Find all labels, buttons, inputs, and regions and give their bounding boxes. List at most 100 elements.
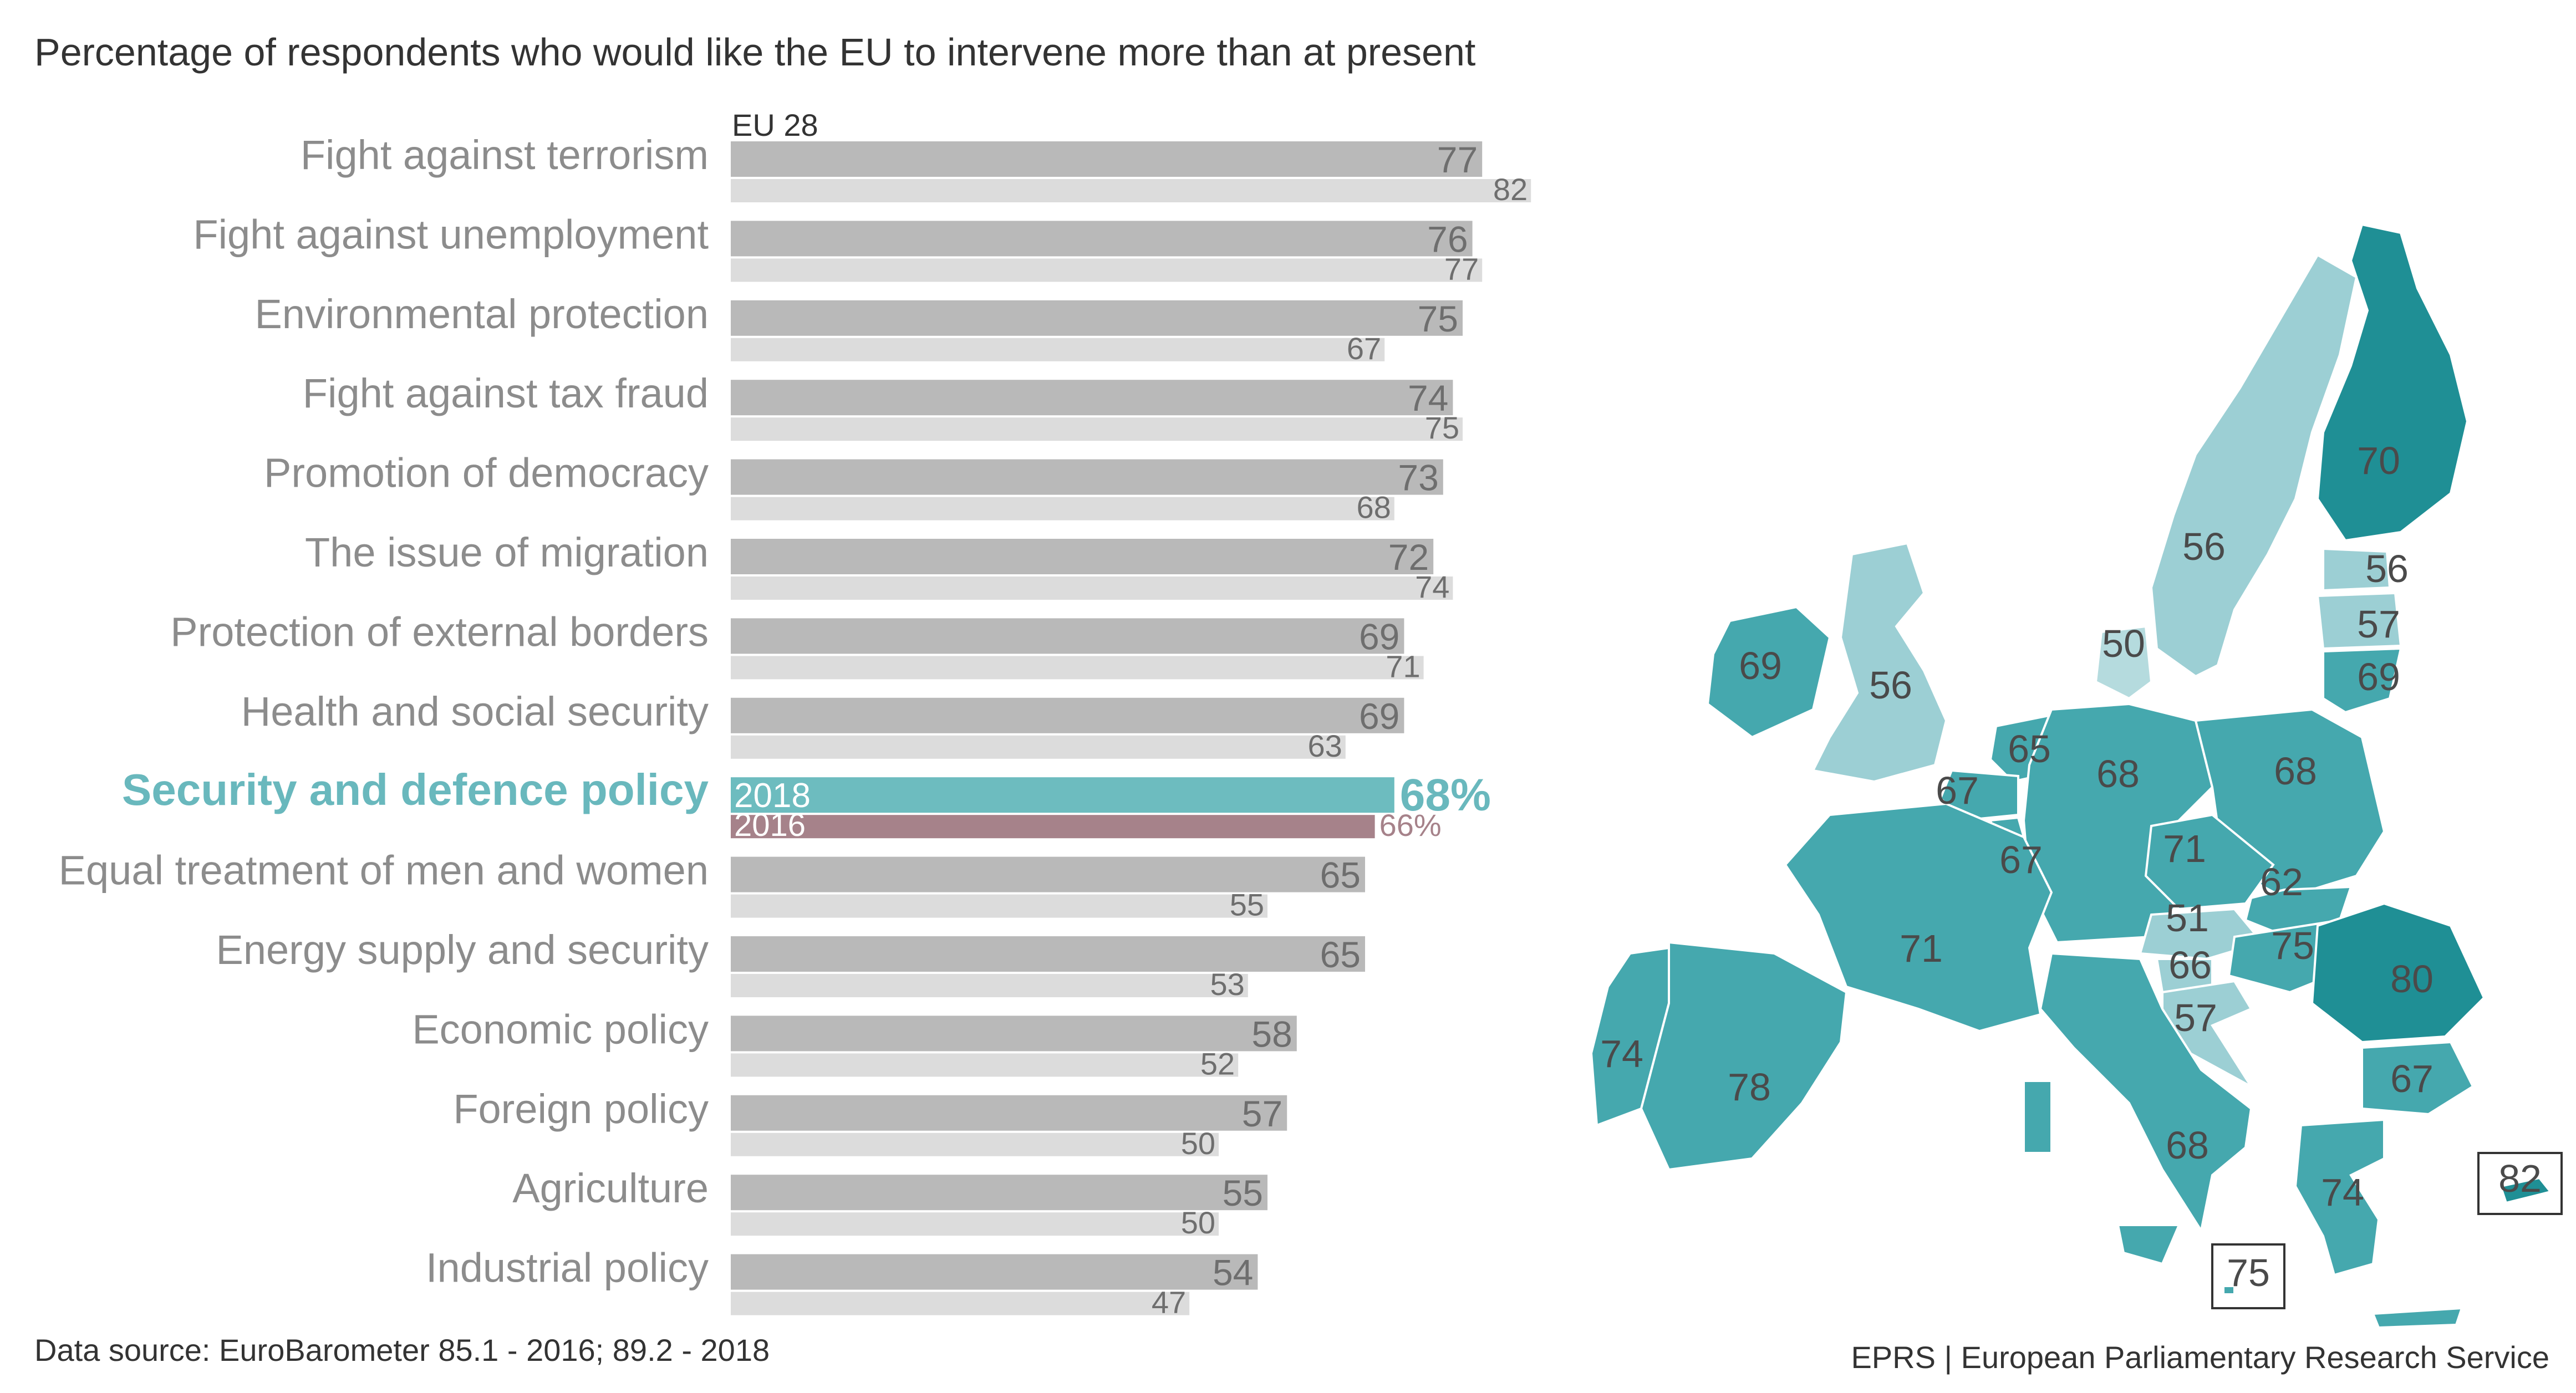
category-label: Protection of external borders <box>170 609 709 655</box>
value-label-2018: 75 <box>1418 298 1458 339</box>
map-romania <box>2310 902 2486 1044</box>
data-source: Data source: EuroBarometer 85.1 - 2016; … <box>34 1333 770 1368</box>
bar-2018 <box>731 856 1365 892</box>
map-value-label: 56 <box>2365 547 2409 590</box>
map-value-label: 68 <box>2096 752 2140 795</box>
map-value-label: 56 <box>2182 525 2226 568</box>
value-label-2018: 74 <box>1408 377 1448 419</box>
map-uk <box>1811 542 1948 783</box>
credit-line: EPRS | European Parliamentary Research S… <box>1851 1340 2549 1375</box>
map-sicily <box>2116 1224 2181 1266</box>
map-italy <box>2039 952 2253 1234</box>
category-label: Energy supply and security <box>216 927 709 973</box>
value-label-2016: 82 <box>1493 172 1528 207</box>
bar-2016 <box>731 179 1531 202</box>
map-labels: 70 56 56 57 69 50 69 56 65 67 67 68 68 71 62 51 75 66 57 80… <box>1600 439 2542 1294</box>
value-label-2016: 75 <box>1425 410 1459 445</box>
map-greece <box>2294 1118 2385 1277</box>
bar-2016 <box>731 735 1346 759</box>
eu-map <box>1590 223 2563 1329</box>
map-denmark <box>2094 625 2153 700</box>
map-value-label: 67 <box>1999 838 2043 881</box>
map-belgium <box>1939 769 2019 822</box>
map-value-label: 67 <box>1936 769 1979 812</box>
map-spain <box>1640 941 1848 1171</box>
map-sweden <box>2150 253 2358 678</box>
category-label: Equal treatment of men and women <box>59 848 709 894</box>
value-label-2016: 63 <box>1308 728 1342 763</box>
map-value-label: 80 <box>2390 957 2434 1001</box>
map-value-label: 50 <box>2102 622 2145 665</box>
value-label-2018: 55 <box>1223 1172 1263 1213</box>
bar-2018 <box>731 1016 1297 1052</box>
value-label-2016: 74 <box>1415 569 1449 604</box>
map-finland <box>2316 223 2469 542</box>
category-label: Economic policy <box>412 1006 709 1052</box>
bar-2018 <box>731 539 1434 574</box>
value-label-2018: 69 <box>1359 616 1399 657</box>
map-value-label: 69 <box>2357 655 2400 698</box>
value-label-2018: 65 <box>1320 855 1361 896</box>
value-label-2016: 55 <box>1230 887 1264 922</box>
value-label-2018: 54 <box>1213 1252 1253 1293</box>
bar-2016 <box>731 1053 1239 1077</box>
cyprus-inset-box <box>2477 1152 2563 1215</box>
bar-2018 <box>731 459 1443 495</box>
bar-2016 <box>731 815 1375 839</box>
category-label: Environmental protection <box>254 291 709 337</box>
map-ireland <box>1706 605 1831 739</box>
map-czechia <box>2144 813 2275 911</box>
map-crete <box>2371 1307 2463 1329</box>
bar-2018 <box>731 300 1463 336</box>
category-label: Industrial policy <box>426 1245 709 1291</box>
bar-2018 <box>731 936 1365 972</box>
bar-2016 <box>731 338 1385 361</box>
map-value-label: 78 <box>1728 1065 1771 1109</box>
category-label: Fight against unemployment <box>193 211 709 257</box>
bar-chart: Fight against terrorism 77 82 Fight against… <box>59 132 1531 1320</box>
map-value-label: 75 <box>2227 1251 2270 1294</box>
value-label-2016: 71 <box>1386 649 1420 683</box>
map-value-label: 66 <box>2168 943 2212 987</box>
map-value-label: 69 <box>1739 644 1782 687</box>
map-lithuania <box>2322 647 2402 714</box>
category-label: Health and social security <box>241 688 709 734</box>
map-value-label: 67 <box>2390 1057 2434 1100</box>
value-label-2016: 50 <box>1181 1205 1215 1240</box>
value-label-2018: 69 <box>1359 696 1399 737</box>
eu28-label: EU 28 <box>732 108 818 142</box>
value-label-2018: 73 <box>1398 457 1438 498</box>
map-malta <box>2222 1285 2236 1295</box>
value-label-2016: 66% <box>1379 808 1442 843</box>
map-sardinia <box>2023 1080 2053 1154</box>
bar-2018 <box>731 618 1404 654</box>
bar-2018 <box>731 141 1483 177</box>
value-label-2016: 52 <box>1200 1046 1235 1081</box>
map-value-label: 74 <box>2321 1171 2364 1214</box>
value-label-2016: 77 <box>1444 251 1479 286</box>
map-value-label: 62 <box>2260 860 2303 904</box>
category-label: Promotion of democracy <box>264 450 709 496</box>
bar-2016 <box>731 576 1453 600</box>
bar-2018 <box>731 221 1473 257</box>
category-label: The issue of migration <box>305 529 709 575</box>
bar-2018 <box>731 777 1394 813</box>
map-value-label: 70 <box>2357 439 2400 482</box>
value-label-2018: 65 <box>1320 934 1361 975</box>
map-latvia <box>2316 591 2402 650</box>
map-value-label: 51 <box>2166 896 2209 940</box>
value-label-2018: 68% <box>1400 770 1491 820</box>
map-cyprus <box>2499 1176 2553 1205</box>
category-label: Fight against terrorism <box>301 132 709 178</box>
value-label-2018: 76 <box>1427 218 1468 259</box>
bar-2018 <box>731 1175 1267 1211</box>
value-label-2018: 77 <box>1437 139 1478 180</box>
chart-title: Percentage of respondents who would like… <box>34 30 1475 74</box>
map-value-label: 65 <box>2008 727 2051 771</box>
bar-2016 <box>731 258 1483 282</box>
bar-2016 <box>731 1292 1190 1315</box>
series-label-2016: 2016 <box>734 807 806 843</box>
value-label-2018: 58 <box>1251 1013 1292 1054</box>
map-value-label: 56 <box>1869 664 1912 707</box>
